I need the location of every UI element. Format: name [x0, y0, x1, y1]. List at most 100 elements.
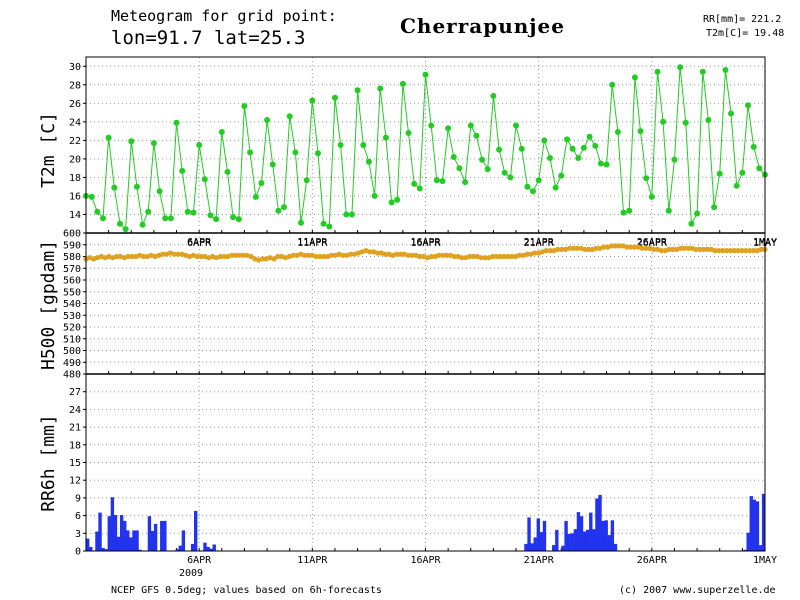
rr6h-bar [147, 516, 152, 551]
h500-point [321, 253, 327, 260]
h500-point [256, 257, 262, 263]
h500-point [547, 248, 553, 254]
rr6h-y-label: RR6h [mm] [38, 414, 59, 512]
rr6h-x-ticks: 6APR 11APR 16APR 21APR 26APR 1MAY [187, 555, 777, 566]
h500-point [624, 244, 630, 250]
t2m-point [213, 216, 220, 223]
rr6h-bar [601, 520, 605, 551]
rr6h-bar [86, 538, 90, 551]
h500-point [727, 248, 734, 254]
h500-point [574, 245, 580, 251]
h500-point [382, 251, 388, 257]
y-tick-label: 18 [69, 440, 81, 451]
t2m-point [264, 117, 271, 123]
h500-point [543, 248, 549, 254]
rr6h-bar [533, 537, 537, 551]
h500-point [750, 248, 757, 254]
x-tick-label: 6APR [187, 237, 212, 248]
t2m-point [207, 212, 214, 219]
t2m-point [315, 150, 321, 157]
t2m-point [445, 125, 452, 132]
h500-point [275, 253, 281, 260]
y-tick-label: 27 [69, 387, 81, 398]
h500-point [609, 243, 615, 249]
t2m-point [524, 183, 531, 190]
t2m-point [745, 102, 751, 109]
h500-point [394, 251, 400, 257]
rr6h-bar [110, 497, 115, 551]
t2m-point [586, 133, 593, 140]
h500-point [566, 245, 573, 251]
h500-point [233, 252, 239, 258]
t2m-point [728, 110, 734, 117]
t2m-point [354, 87, 361, 94]
h500-point [470, 253, 477, 260]
x-tick-label: 6APR [187, 238, 212, 249]
h500-panel: 480490500510520530540550560570580590600 … [38, 229, 777, 381]
rr6h-bar [539, 532, 544, 551]
h500-point [505, 253, 511, 260]
t2m-point [133, 183, 140, 190]
h500-series-points [83, 243, 768, 263]
t2m-point [462, 179, 469, 186]
h500-point [582, 246, 588, 252]
rr6h-bar [113, 515, 118, 551]
t2m-point [716, 170, 723, 177]
h500-point [148, 252, 154, 258]
x-tick-label: 26APR [637, 238, 668, 249]
h500-point [720, 248, 726, 254]
y-tick-label: 15 [69, 458, 81, 469]
h500-point [328, 252, 335, 258]
h500-point [497, 253, 503, 260]
rr6h-bar [530, 543, 534, 551]
h500-point [513, 253, 519, 260]
t2m-point [473, 132, 480, 139]
rr6h-bar [613, 543, 618, 551]
t2m-point [614, 129, 621, 135]
t2m-point [292, 149, 299, 156]
rr6h-bar [89, 546, 93, 551]
rr6h-bar [755, 501, 760, 551]
y-tick-label: 6 [75, 511, 81, 522]
rr6h-bar [138, 549, 142, 551]
h500-point [559, 246, 565, 252]
rr6h-bar [178, 545, 182, 551]
t2m-point [496, 146, 503, 153]
rr6h-bar [101, 548, 105, 551]
h500-point [424, 255, 430, 261]
y-tick-label: 600 [63, 229, 81, 240]
rr6h-bar [212, 544, 216, 551]
y-tick-label: 12 [69, 476, 81, 487]
h500-point [585, 246, 592, 252]
rr6h-bar [749, 496, 753, 551]
t2m-point [224, 168, 231, 175]
t2m-point [247, 149, 254, 156]
h500-point [248, 253, 254, 260]
t2m-point [620, 209, 627, 216]
h500-point [516, 252, 523, 258]
t2m-point [631, 74, 638, 81]
rr6h-bar [119, 515, 124, 551]
t2m-point [665, 207, 672, 214]
panel-frames [85, 56, 766, 552]
y-tick-label: 580 [63, 252, 81, 263]
t2m-point [428, 122, 435, 129]
h500-point [743, 248, 749, 254]
h500-point [509, 253, 515, 260]
t2m-point [100, 215, 106, 222]
h500-point [459, 255, 465, 261]
h500-point [639, 245, 645, 251]
h500-point [271, 256, 277, 262]
h500-point [501, 253, 507, 260]
t2m-point [739, 169, 746, 176]
t2m-point [547, 155, 553, 161]
h500-point [374, 250, 381, 256]
t2m-point [190, 209, 197, 216]
rr6h-bar [527, 517, 531, 551]
t2m-series-points [83, 64, 768, 233]
h500-point [298, 251, 304, 257]
t2m-point [507, 174, 514, 181]
h500-point [444, 252, 450, 258]
t2m-point [94, 208, 101, 215]
